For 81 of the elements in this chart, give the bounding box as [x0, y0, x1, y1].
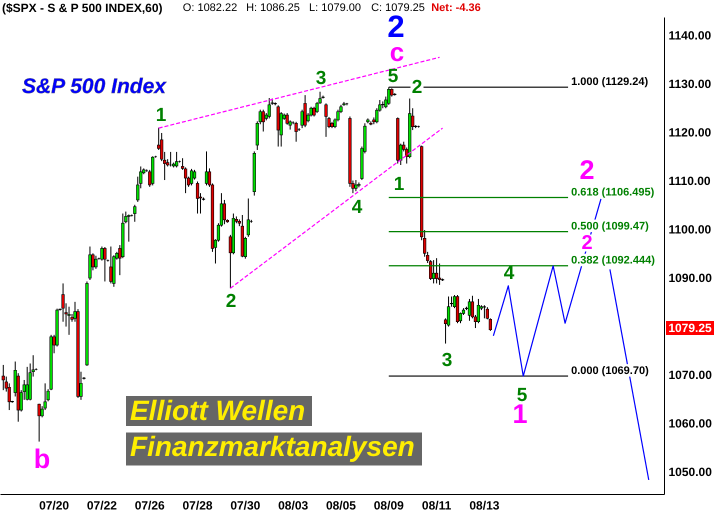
annotation: 3 [316, 68, 326, 89]
candlestick [103, 246, 106, 282]
candlestick [204, 150, 208, 186]
series-label: 0.618 (1106.495) [571, 186, 655, 199]
annotation: 3 [442, 350, 452, 371]
candlestick [192, 169, 196, 180]
candlestick [133, 204, 136, 222]
candlestick [2, 364, 5, 391]
text: C: 1079.25 [371, 2, 425, 14]
series-label: 0.382 (1092.444) [571, 254, 656, 267]
candlestick [304, 94, 307, 128]
annotation: 4 [504, 263, 515, 284]
text: H: 1086.25 [246, 2, 300, 14]
candlestick [127, 214, 130, 242]
text: O: 1082.22 [182, 2, 238, 14]
candlestick [432, 260, 436, 284]
y-tick-label: 1120.00 [668, 126, 712, 140]
candlestick [468, 298, 472, 322]
candlestick [246, 198, 250, 238]
candlestick [294, 121, 298, 142]
annotation: 2 [579, 155, 595, 185]
candlestick [286, 112, 289, 126]
annotation: 2 [412, 77, 422, 98]
candlestick [262, 109, 265, 132]
annotation: 2 [581, 232, 593, 254]
candlestick [354, 180, 358, 192]
line-series [492, 198, 602, 377]
candlestick [324, 102, 328, 138]
annotation: Elliott Wellen [130, 395, 306, 426]
candlestick [312, 106, 316, 117]
annotation: 1 [394, 174, 405, 195]
annotation: 5 [388, 66, 399, 87]
y-tick-label: 1130.00 [668, 76, 712, 91]
text: 1079.25 [668, 321, 712, 335]
annotation: c [390, 37, 404, 67]
candlestick [26, 366, 29, 401]
annotation: Finanzmarktanalysen [130, 431, 415, 462]
y-tick-label: 1100.00 [668, 222, 712, 237]
candlestick [175, 151, 178, 168]
candlestick [88, 246, 92, 281]
candlestick [67, 306, 71, 336]
candlestick [94, 255, 98, 270]
candlestick [476, 298, 480, 324]
series-label: 0.000 (1069.70) [571, 365, 650, 378]
chart-title: ($SPX - S & P 500 INDEX,60) [2, 1, 163, 15]
annotation: 2 [226, 291, 236, 312]
candlestick [268, 98, 271, 119]
x-tick-label: 08/13 [469, 498, 500, 512]
series-label: 0.500 (1099.47) [571, 220, 650, 233]
candlestick [100, 246, 104, 262]
x-tick-label: 08/05 [326, 498, 356, 512]
x-tick-label: 08/11 [422, 498, 452, 512]
series-label: 1.000 (1129.24) [571, 76, 648, 88]
candlestick [196, 181, 200, 214]
annotation: 1 [156, 105, 167, 126]
y-tick-label: 1110.00 [668, 174, 711, 188]
y-tick-label: 1140.00 [668, 28, 712, 42]
candlestick [222, 199, 226, 225]
y-tick-label: 1050.00 [668, 465, 712, 480]
annotation: b [34, 444, 50, 474]
candlestick [190, 168, 194, 186]
y-tick-label: 1090.00 [668, 271, 712, 286]
x-tick-label: 08/03 [278, 498, 308, 512]
candlestick [434, 258, 438, 284]
x-tick-label: 07/30 [230, 498, 261, 512]
text: L: 1079.00 [309, 2, 361, 14]
y-tick-label: 1070.00 [668, 368, 712, 382]
text: S&P 500 Index [22, 75, 168, 98]
x-tick-label: 07/20 [39, 498, 70, 512]
candlestick [38, 403, 41, 442]
x-tick-label: 07/22 [86, 498, 118, 512]
x-tick-label: 07/28 [182, 498, 213, 512]
x-tick-label: 08/09 [374, 498, 404, 512]
candlestick [61, 282, 65, 322]
y-tick-label: 1060.00 [668, 416, 712, 431]
candlestick [109, 246, 112, 284]
candlestick [482, 304, 486, 319]
x-tick-label: 07/26 [134, 498, 166, 512]
text: Net: -4.36 [431, 2, 481, 14]
candlestick [276, 104, 280, 148]
annotation: 4 [352, 197, 363, 218]
